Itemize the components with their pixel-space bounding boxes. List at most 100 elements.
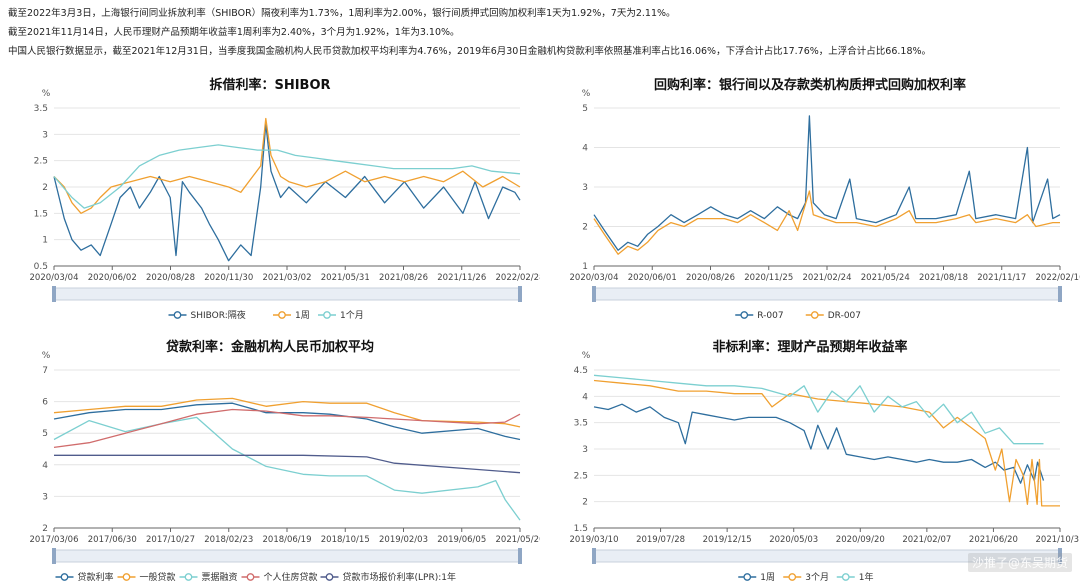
legend-label: 贷款市场报价利率(LPR):1年 (343, 571, 456, 583)
series-line-3 (54, 410, 520, 448)
x-tick-label: 2020/09/20 (836, 535, 885, 545)
x-tick-label: 2022/02/16 (1036, 273, 1080, 283)
range-slider-handle-left (52, 548, 56, 564)
x-tick-label: 2020/11/30 (204, 273, 253, 283)
y-tick-label: 1 (42, 236, 48, 246)
y-tick-label: 3 (582, 445, 588, 455)
legend-marker (324, 312, 330, 318)
y-tick-label: 2.5 (34, 157, 48, 167)
legend-label: 贷款利率 (78, 571, 114, 583)
y-axis-unit: % (582, 89, 591, 99)
legend-marker (744, 574, 750, 580)
series-line-4 (54, 455, 520, 472)
x-tick-label: 2021/02/07 (902, 535, 951, 545)
x-tick-label: 2020/03/04 (30, 273, 79, 283)
legend-label: SHIBOR:隔夜 (191, 309, 246, 321)
y-tick-label: 4 (42, 461, 48, 471)
series-line-0 (594, 404, 1044, 483)
y-tick-label: 7 (42, 366, 48, 376)
x-tick-label: 2021/10/31 (1036, 535, 1080, 545)
legend-marker (279, 312, 285, 318)
x-tick-label: 2021/08/18 (919, 273, 968, 283)
y-tick-label: 4 (582, 392, 588, 402)
x-tick-label: 2021/11/26 (437, 273, 486, 283)
y-tick-label: 3 (42, 492, 48, 502)
y-tick-label: 2 (42, 183, 48, 193)
series-line-1 (594, 191, 1060, 254)
range-slider-track (54, 550, 520, 562)
x-tick-label: 2020/06/02 (88, 273, 137, 283)
y-tick-label: 3 (42, 130, 48, 140)
x-tick-label: 2019/07/28 (636, 535, 685, 545)
legend-marker (247, 574, 253, 580)
y-axis-unit: % (42, 351, 51, 361)
series-line-1 (54, 119, 520, 214)
x-tick-label: 2019/03/10 (570, 535, 619, 545)
y-tick-label: 2.5 (574, 471, 588, 481)
x-tick-label: 2017/06/30 (88, 535, 137, 545)
range-slider-track (594, 288, 1060, 300)
y-tick-label: 0.5 (34, 262, 48, 272)
y-tick-label: 2 (42, 524, 48, 534)
chart-svg-shibor: % 0.5 1 1.5 2 2.5 3 3.5 2020/03/04 2020/06/02 2020… (0, 68, 540, 323)
legend-marker (123, 574, 129, 580)
watermark: 沙推子@东吴期货 (968, 553, 1072, 572)
y-tick-label: 1.5 (34, 209, 48, 219)
x-tick-label: 2019/06/05 (437, 535, 486, 545)
range-slider-handle-right (518, 286, 522, 302)
legend-label: 1个月 (340, 310, 364, 321)
x-tick-label: 2021/05/20 (496, 535, 541, 545)
x-tick-label: 2020/03/04 (570, 273, 619, 283)
range-slider-handle-right (1058, 286, 1062, 302)
y-tick-label: 3.5 (34, 104, 48, 114)
y-tick-label: 2 (582, 223, 588, 233)
x-tick-label: 2022/02/28 (496, 273, 541, 283)
x-tick-label: 2018/02/23 (204, 535, 253, 545)
y-axis-unit: % (582, 351, 591, 361)
note-line-3: 中国人民银行数据显示，截至2021年12月31日，当季度我国金融机构人民币贷款加… (8, 42, 1068, 61)
x-tick-label: 2017/10/27 (146, 535, 195, 545)
x-tick-label: 2018/06/19 (263, 535, 312, 545)
range-slider-handle-left (592, 286, 596, 302)
y-tick-label: 5 (42, 429, 48, 439)
legend-marker (185, 574, 191, 580)
y-tick-label: 4.5 (574, 366, 588, 376)
x-tick-label: 2017/03/06 (30, 535, 79, 545)
y-tick-label: 3 (582, 183, 588, 193)
y-tick-label: 6 (42, 398, 48, 408)
x-tick-label: 2020/11/25 (744, 273, 793, 283)
range-slider-handle-left (52, 286, 56, 302)
series-line-0 (594, 116, 1060, 250)
x-tick-label: 2020/08/26 (686, 273, 735, 283)
x-tick-label: 2021/05/31 (321, 273, 370, 283)
legend-marker (326, 574, 332, 580)
legend-marker (789, 574, 795, 580)
y-tick-label: 1 (582, 262, 588, 272)
x-tick-label: 2021/08/26 (379, 273, 428, 283)
legend-label: 1周 (295, 310, 310, 321)
note-line-2: 截至2021年11月14日，人民币理财产品预期年收益率1周利率为2.40%，3个… (8, 23, 1068, 42)
legend-marker (61, 574, 67, 580)
y-tick-label: 5 (582, 104, 588, 114)
y-axis-unit: % (42, 89, 51, 99)
legend-label: 个人住房贷款 (264, 571, 318, 583)
x-tick-label: 2021/06/20 (969, 535, 1018, 545)
y-tick-label: 1.5 (574, 524, 588, 534)
chart-svg-loan: % 2 3 4 5 6 7 2017/03/06 2017/06/30 2017/10/27 201… (0, 330, 540, 585)
series-line-2 (594, 375, 1044, 443)
range-slider-handle-left (592, 548, 596, 564)
legend-label: R-007 (757, 311, 783, 321)
note-line-1: 截至2022年3月3日，上海银行间同业拆放利率（SHIBOR）隔夜利率为1.73… (8, 4, 1068, 23)
range-slider-handle-right (518, 548, 522, 564)
y-tick-label: 4 (582, 144, 588, 154)
legend-label: 一般贷款 (140, 571, 176, 583)
legend-marker (843, 574, 849, 580)
range-slider-track (54, 288, 520, 300)
legend-marker (812, 312, 818, 318)
legend-label: DR-007 (828, 311, 861, 321)
